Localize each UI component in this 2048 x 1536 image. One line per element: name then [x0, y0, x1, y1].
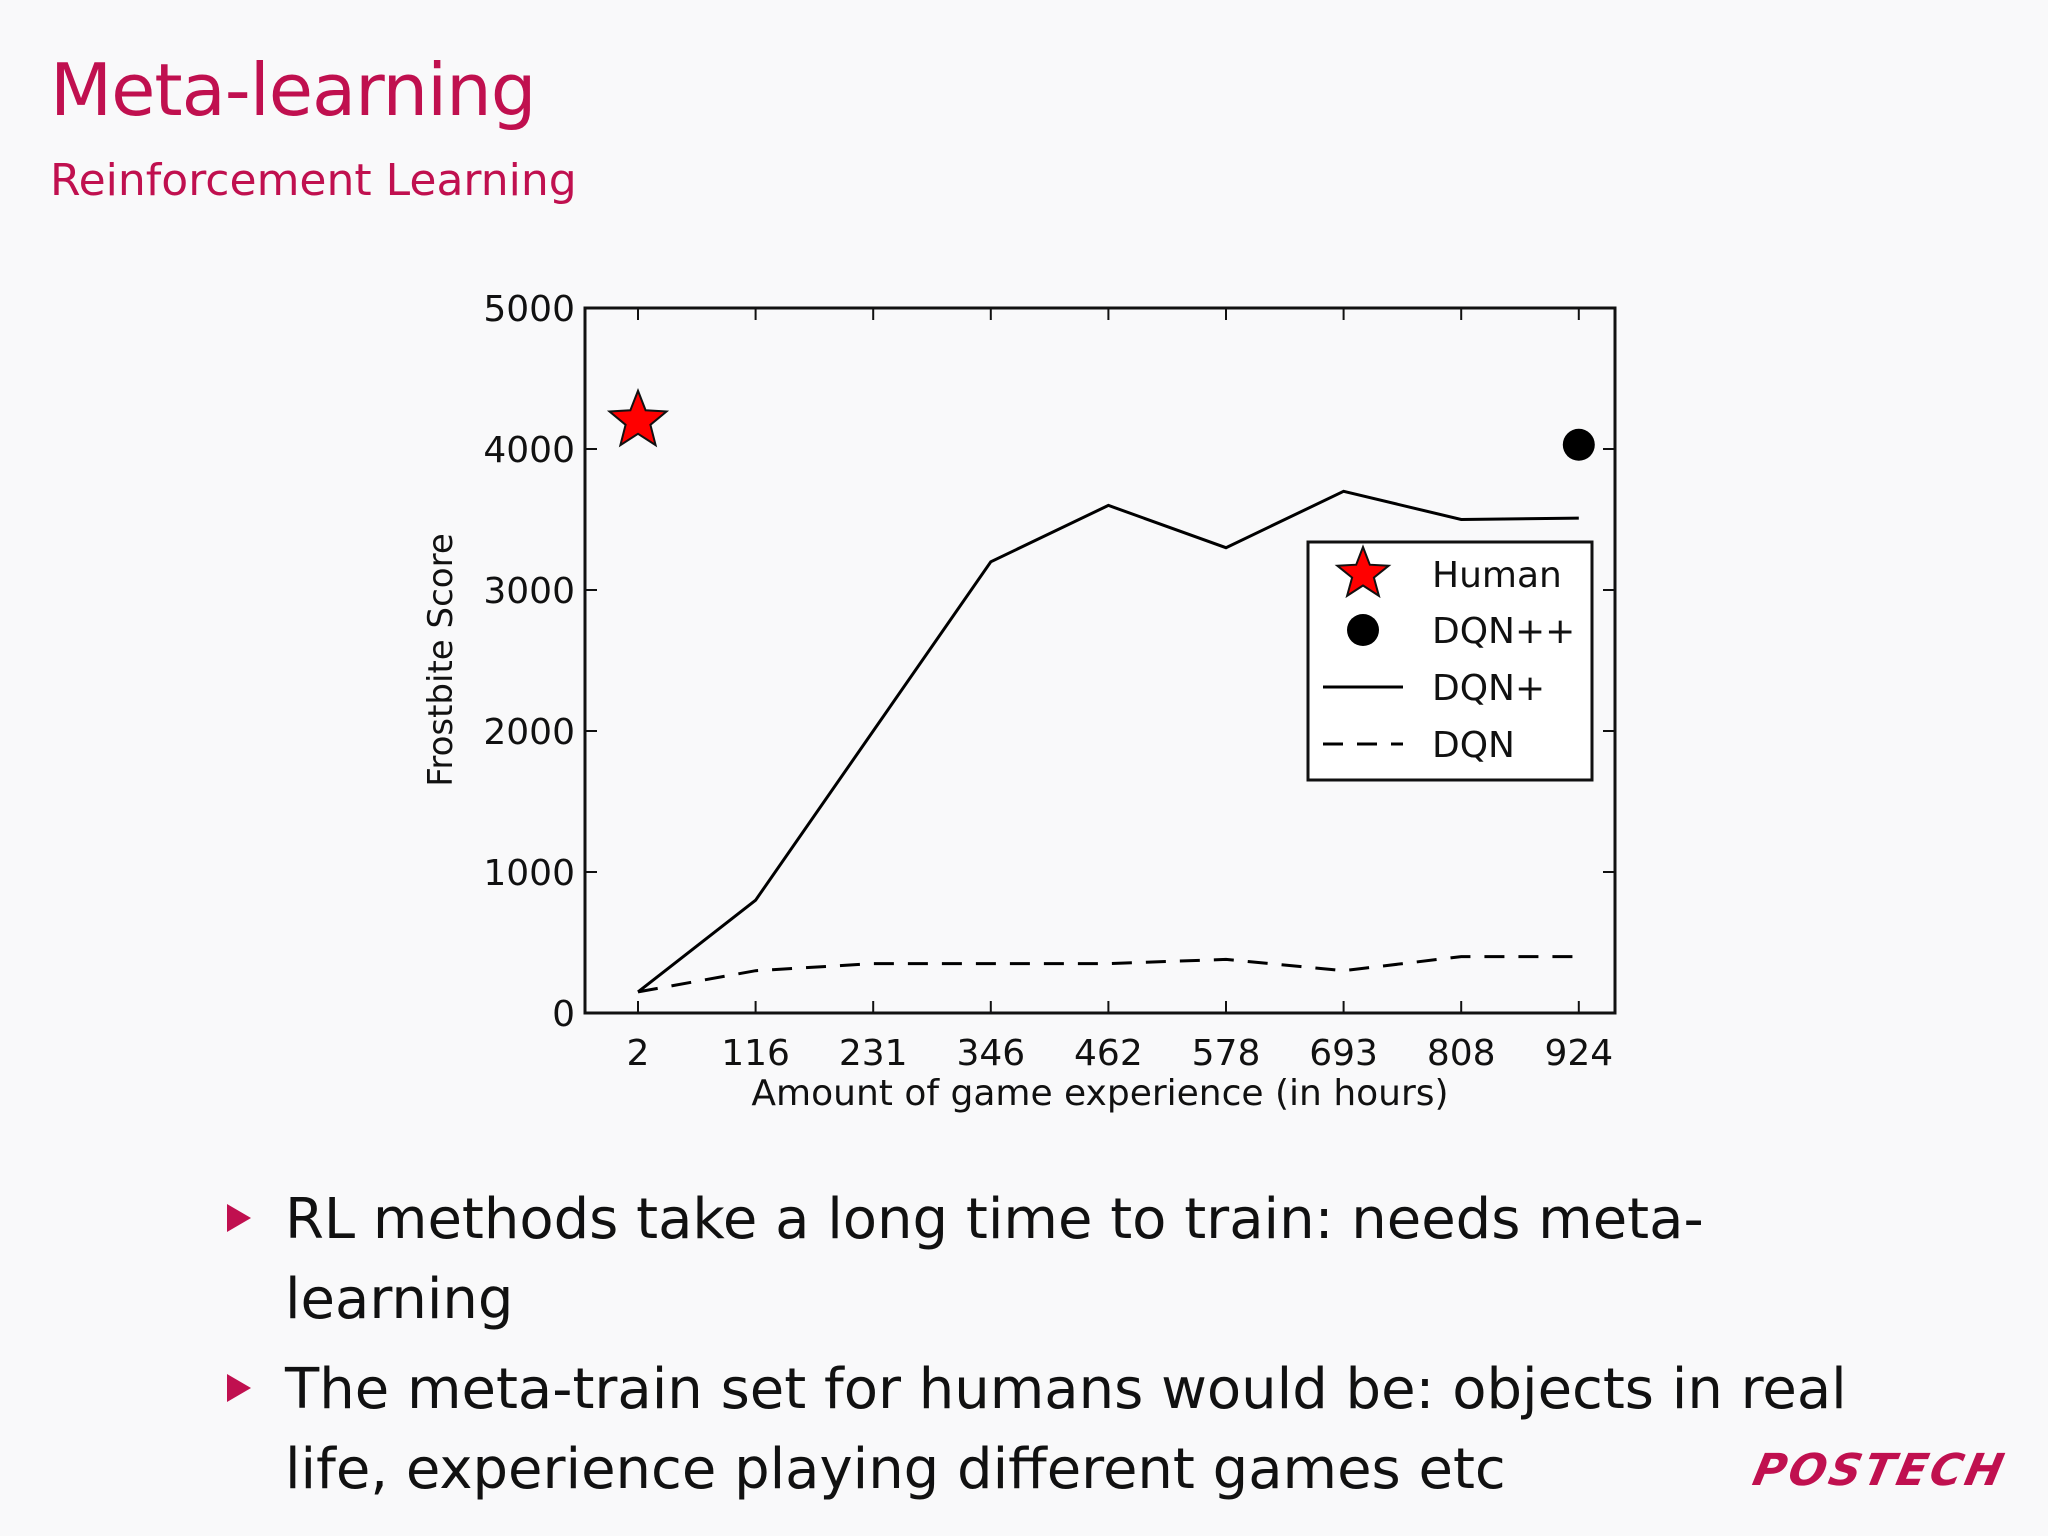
chart-legend: Human DQN++ DQN+ DQN	[1306, 540, 1594, 782]
legend-label-dqn: DQN	[1432, 725, 1515, 766]
bullet-triangle-icon	[227, 1204, 251, 1232]
series-line-dqnplus	[637, 489, 1579, 994]
y-tick-label: 5000	[483, 289, 575, 330]
y-axis-label: Frostbite Score	[421, 533, 461, 786]
data-point-dqnplusplus	[1562, 428, 1595, 461]
legend-label-dqnplus: DQN+	[1432, 668, 1545, 709]
y-tick-label: 3000	[483, 571, 575, 612]
postech-logo: POSTECH	[1749, 1445, 2012, 1496]
y-tick-label: 4000	[483, 430, 575, 471]
x-tick-label: 578	[1192, 1033, 1261, 1074]
data-point-human	[606, 388, 670, 448]
legend-circle-icon	[1347, 614, 1379, 646]
x-tick-label: 2	[627, 1033, 650, 1074]
legend-star-icon	[1334, 544, 1392, 599]
legend-label-human: Human	[1432, 555, 1562, 596]
x-tick-label: 116	[721, 1033, 790, 1074]
x-tick-label: 808	[1427, 1033, 1496, 1074]
bullet-item: RL methods take a long time to train: ne…	[215, 1180, 1915, 1340]
frostbite-score-chart: 0 1000 2000 3000 4000 5000 2 116 231 346 462 578 69…	[421, 289, 1617, 1114]
bullet-item: The meta-train set for humans would be: …	[215, 1350, 1915, 1510]
legend-label-dqnplusplus: DQN++	[1432, 611, 1575, 652]
x-tick-label: 693	[1309, 1033, 1378, 1074]
series-line-dqn	[637, 955, 1579, 994]
x-tick-label: 462	[1074, 1033, 1143, 1074]
x-axis-label: Amount of game experience (in hours)	[751, 1073, 1448, 1114]
plot-frame	[583, 306, 1617, 1015]
bullet-text: The meta-train set for humans would be: …	[285, 1357, 1847, 1502]
x-tick-label: 231	[839, 1033, 908, 1074]
slide-title: Meta-learning	[50, 48, 536, 132]
slide-subtitle: Reinforcement Learning	[50, 155, 577, 206]
y-tick-label: 1000	[483, 853, 575, 894]
y-tick-label: 0	[552, 994, 575, 1035]
x-tick-label: 346	[956, 1033, 1025, 1074]
y-tick-label: 2000	[483, 712, 575, 753]
bullet-text: RL methods take a long time to train: ne…	[285, 1187, 1704, 1332]
bullet-triangle-icon	[227, 1374, 251, 1402]
bullet-list: RL methods take a long time to train: ne…	[215, 1180, 1915, 1520]
x-tick-label: 924	[1544, 1033, 1613, 1074]
